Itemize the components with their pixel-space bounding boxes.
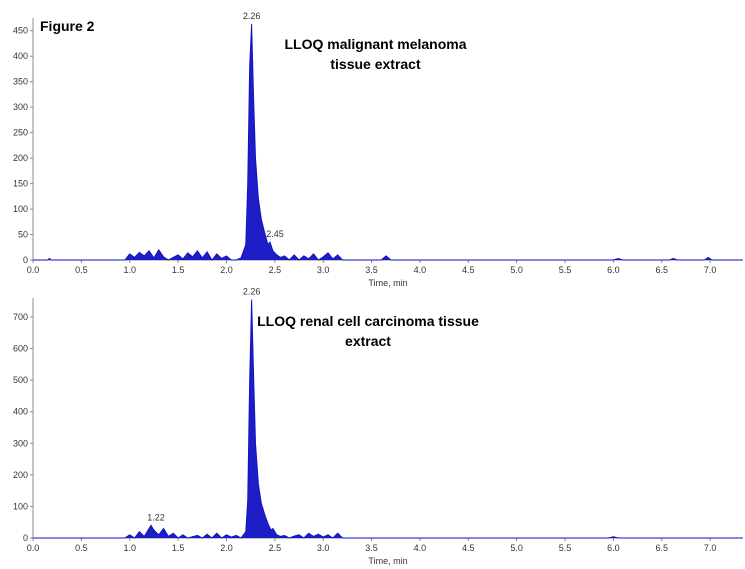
x-tick-label: 2.0	[220, 543, 233, 553]
x-tick-label: 2.5	[269, 265, 282, 275]
peak-label: 1.22	[147, 512, 165, 522]
y-tick-label: 350	[13, 77, 28, 87]
y-tick-label: 300	[13, 102, 28, 112]
x-axis-label: Time, min	[368, 556, 407, 566]
y-tick-label: 600	[13, 344, 28, 354]
x-tick-label: 1.0	[123, 543, 136, 553]
x-tick-label: 6.5	[655, 265, 668, 275]
x-tick-label: 3.0	[317, 543, 330, 553]
y-tick-label: 100	[13, 204, 28, 214]
x-tick-label: 6.0	[607, 543, 620, 553]
x-tick-label: 0.0	[27, 265, 40, 275]
y-tick-label: 0	[23, 255, 28, 265]
x-tick-label: 7.0	[704, 265, 717, 275]
y-tick-label: 300	[13, 438, 28, 448]
x-tick-label: 4.0	[414, 543, 427, 553]
trace-line	[33, 299, 743, 539]
x-tick-label: 4.5	[462, 265, 475, 275]
x-tick-label: 3.5	[365, 543, 378, 553]
x-tick-label: 3.0	[317, 265, 330, 275]
chart-title: LLOQ malignant melanoma tissue extract	[284, 36, 467, 72]
y-tick-label: 450	[13, 26, 28, 36]
y-tick-label: 400	[13, 407, 28, 417]
x-tick-label: 3.5	[365, 265, 378, 275]
y-tick-label: 700	[13, 312, 28, 322]
y-tick-label: 100	[13, 501, 28, 511]
x-tick-label: 4.5	[462, 543, 475, 553]
peak-label: 2.26	[243, 287, 261, 297]
x-tick-label: 6.5	[655, 543, 668, 553]
y-tick-label: 50	[18, 230, 28, 240]
y-tick-label: 400	[13, 51, 28, 61]
x-tick-label: 6.0	[607, 265, 620, 275]
x-tick-label: 1.0	[123, 265, 136, 275]
x-tick-label: 5.0	[510, 543, 523, 553]
x-tick-label: 5.0	[510, 265, 523, 275]
x-tick-label: 0.5	[75, 543, 88, 553]
y-tick-label: 200	[13, 470, 28, 480]
x-tick-label: 7.0	[704, 543, 717, 553]
chart-title: LLOQ renal cell carcinoma tissue extract	[257, 313, 479, 349]
figure-label: Figure 2	[40, 18, 95, 34]
x-axis-label: Time, min	[368, 278, 407, 288]
x-tick-label: 5.5	[559, 265, 572, 275]
x-tick-label: 2.5	[269, 543, 282, 553]
x-tick-label: 2.0	[220, 265, 233, 275]
x-tick-label: 5.5	[559, 543, 572, 553]
trace-line	[33, 24, 743, 261]
y-tick-label: 150	[13, 179, 28, 189]
peak-label: 2.45	[266, 229, 284, 239]
x-tick-label: 4.0	[414, 265, 427, 275]
x-tick-label: 0.0	[27, 543, 40, 553]
x-tick-label: 1.5	[172, 543, 185, 553]
y-tick-label: 200	[13, 153, 28, 163]
y-tick-label: 0	[23, 533, 28, 543]
peak-label: 2.26	[243, 11, 261, 21]
y-tick-label: 500	[13, 375, 28, 385]
y-tick-label: 250	[13, 128, 28, 138]
x-tick-label: 0.5	[75, 265, 88, 275]
x-tick-label: 1.5	[172, 265, 185, 275]
